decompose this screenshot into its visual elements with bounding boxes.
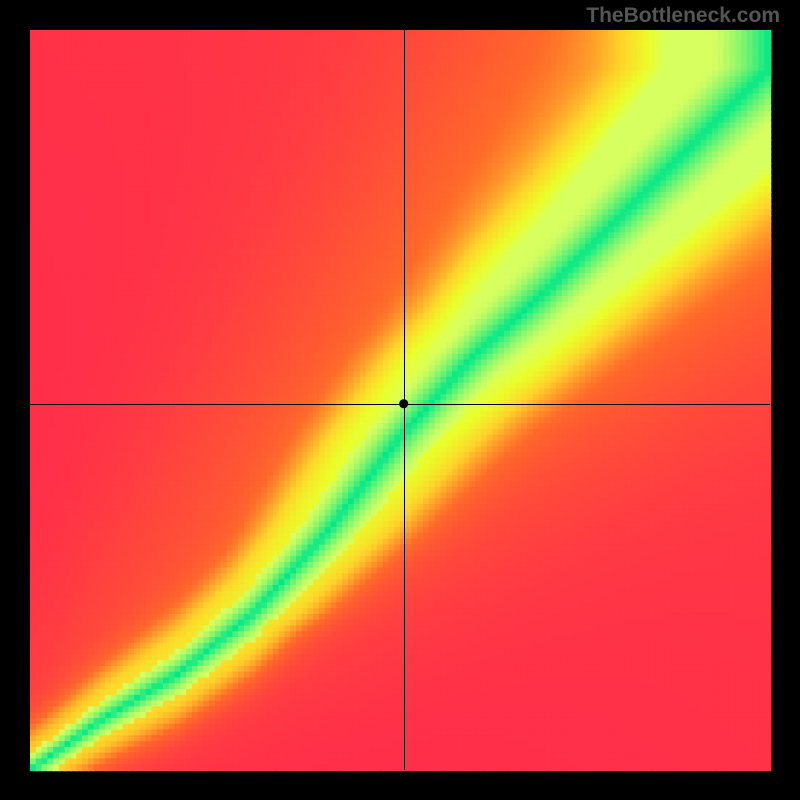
- chart-container: TheBottleneck.com: [0, 0, 800, 800]
- heatmap-canvas: [0, 0, 800, 800]
- watermark-text: TheBottleneck.com: [586, 4, 780, 28]
